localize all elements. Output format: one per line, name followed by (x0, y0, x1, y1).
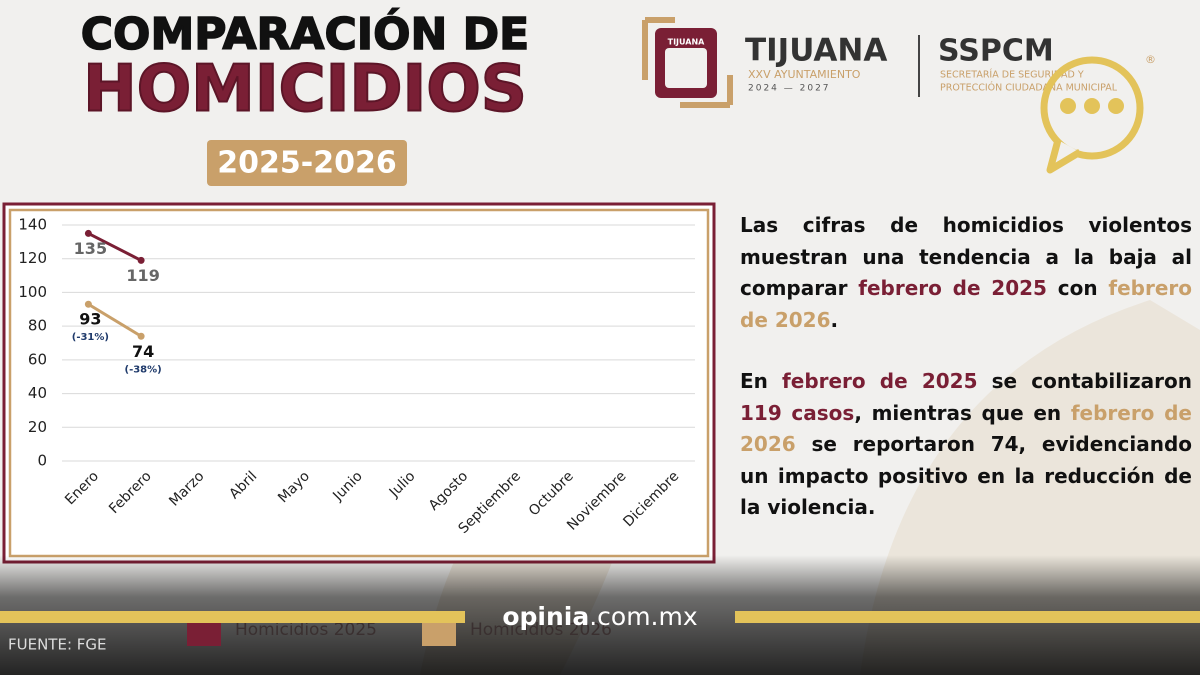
summary-text: Las cifras de homicidios violentos muest… (740, 210, 1192, 554)
highlight: 119 casos (740, 400, 855, 425)
logo-period: 2024 — 2027 (748, 84, 831, 94)
logo-bracket (680, 75, 733, 108)
highlight: febrero de 2025 (858, 276, 1047, 300)
years-pill (207, 140, 407, 186)
footer-source: FUENTE: FGE (8, 636, 107, 654)
series-line (87, 302, 142, 338)
footer-band (0, 611, 465, 623)
point (137, 332, 145, 340)
domain: .com.mx (589, 602, 697, 631)
chat-icon (1040, 56, 1144, 174)
logo-agency: SSPCM (938, 34, 1054, 69)
paragraph: Las cifras de homicidios violentos muest… (740, 210, 1192, 336)
y-tick-label: 40 (28, 384, 47, 402)
y-tick-label: 60 (28, 350, 47, 368)
years: 2025-2026 (217, 146, 396, 181)
logo-bracket (642, 17, 675, 80)
change-label: (-31%) (72, 332, 109, 343)
point (84, 300, 92, 308)
logo-emblem: TIJUANA (668, 38, 706, 47)
data-label: 74 (132, 342, 154, 361)
text: con (1046, 276, 1109, 300)
point (84, 229, 92, 237)
footer-band (735, 611, 1200, 623)
y-tick-label: 80 (28, 317, 47, 335)
brand: opinia (502, 602, 589, 631)
logo-agency-line1: SECRETARÍA DE SEGURIDAD Y (940, 69, 1084, 81)
change-label: (-38%) (125, 364, 162, 375)
logo-agency-line2: PROTECCIÓN CIUDADANA MUNICIPAL (940, 82, 1118, 94)
logo-council: XXV AYUNTAMIENTO (748, 68, 861, 81)
logo-city: TIJUANA (745, 33, 887, 69)
logo-shield-inner (665, 48, 707, 88)
text: se contabilizaron (977, 369, 1192, 393)
title-line1: COMPARACIÓN DE (81, 7, 529, 60)
data-label: 135 (74, 239, 107, 258)
y-tick-label: 100 (18, 283, 47, 301)
y-tick-label: 0 (37, 452, 47, 470)
text: . (830, 307, 839, 332)
y-tick-label: 140 (18, 216, 47, 234)
title-line2: HOMICIDIOS (83, 53, 527, 127)
highlight: febrero de 2026 (740, 276, 1192, 332)
text: En (740, 369, 783, 393)
highlight: febrero de 2025 (782, 369, 978, 393)
y-tick-label: 120 (18, 249, 47, 267)
text: , mientras que en (854, 400, 1071, 425)
data-label: 119 (126, 266, 159, 285)
data-label: 93 (79, 310, 101, 329)
highlight: febrero de 2026 (740, 400, 1192, 457)
logo-registered: ® (1145, 53, 1156, 66)
footer-brand: opinia.com.mx (502, 602, 697, 631)
y-tick-label: 20 (28, 418, 47, 436)
point (137, 256, 145, 264)
legend: Homicidios 2025 Homicidios 2026 (187, 616, 612, 646)
text: Las cifras de homicidios violentos muest… (740, 213, 1192, 300)
series-line (87, 232, 142, 262)
chart-frame (2, 202, 716, 564)
legend-label: Homicidios 2026 (470, 620, 612, 640)
text: se reportaron 74, evidenciando un impact… (740, 432, 1192, 519)
legend-label: Homicidios 2025 (235, 620, 377, 640)
paragraph: En febrero de 2025 se contabilizaron 119… (740, 366, 1192, 524)
